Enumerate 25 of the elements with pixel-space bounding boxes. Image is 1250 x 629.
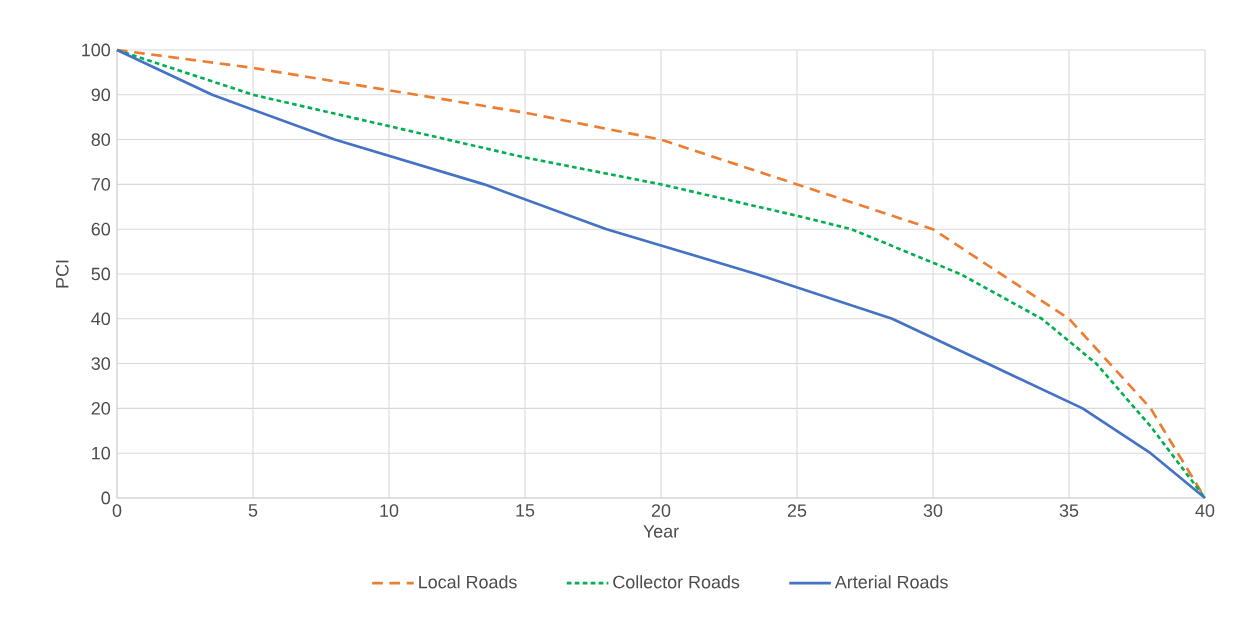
x-tick-label: 25 [787,504,807,517]
x-axis-title: Year [643,525,679,538]
x-tick-label: 30 [923,504,943,517]
x-tick-label: 5 [248,504,258,517]
x-tick-label: 35 [1059,504,1079,517]
y-tick-label: 10 [92,446,111,460]
legend-label: Arterial Roads [834,575,948,589]
y-tick-label: 80 [91,133,111,146]
y-tick-label: 40 [91,312,111,326]
y-tick-label: 20 [91,402,111,415]
x-tick-label: 20 [651,504,671,517]
y-tick-label: 90 [91,88,111,102]
y-tick-label: 100 [82,43,111,57]
y-tick-label: 70 [91,178,111,191]
legend-label: Collector Roads [613,575,740,589]
x-tick-label: 15 [516,504,535,517]
x-tick-label: 0 [112,504,122,517]
x-tick-label: 10 [380,504,399,517]
legend-label: Local Roads [419,575,517,589]
x-tick-label: 40 [1195,504,1215,517]
y-tick-label: 0 [101,491,111,505]
y-tick-label: 50 [91,267,111,281]
y-tick-label: 30 [91,357,111,370]
y-axis-title: PCI [55,260,69,288]
y-tick-label: 60 [91,222,111,236]
